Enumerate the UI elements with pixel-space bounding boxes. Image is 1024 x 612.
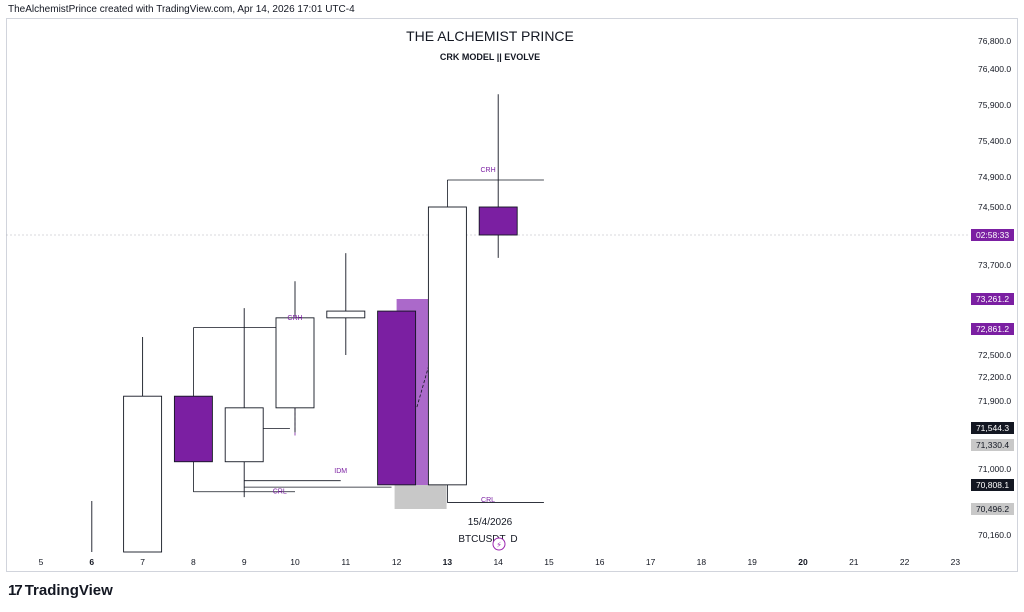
x-tick-label: 10 (290, 557, 300, 567)
price-badge-label: 70,808.1 (976, 480, 1009, 490)
price-labels: 02:58:33 73,261.2 72,861.2 71,544.3 71,330.4… (971, 229, 1014, 515)
candle-body[interactable] (123, 395, 163, 553)
x-tick-label: 21 (849, 557, 859, 567)
y-tick-label: 72,200.0 (978, 372, 1011, 382)
annotation-label: CRL (273, 488, 287, 495)
y-axis: 76,800.0 76,400.0 75,900.0 75,400.0 74,900.0… (978, 36, 1011, 540)
x-tick-label: 18 (697, 557, 707, 567)
price-badge (971, 293, 1014, 305)
price-badge (971, 503, 1014, 515)
chart-subtitle: CRK MODEL || EVOLVE (440, 52, 540, 62)
x-tick-label: 8 (191, 557, 196, 567)
chart-title: THE ALCHEMIST PRINCE (406, 28, 574, 44)
annotation-label: CRH (287, 315, 302, 322)
annotation-label: CRL (481, 497, 495, 504)
x-tick-label: 9 (242, 557, 247, 567)
candle-body[interactable] (326, 310, 366, 319)
chart-frame (6, 18, 1018, 572)
y-tick-label: 70,160.0 (978, 530, 1011, 540)
y-tick-label: 74,900.0 (978, 172, 1011, 182)
price-badge-label: 71,330.4 (976, 440, 1009, 450)
x-tick-label: 14 (493, 557, 503, 567)
discount-zone (394, 485, 447, 509)
y-tick-label: 73,700.0 (978, 260, 1011, 270)
y-tick-label: 75,900.0 (978, 100, 1011, 110)
x-tick-label: 6 (89, 557, 94, 567)
y-tick-label: 71,900.0 (978, 396, 1011, 406)
lightning-icon[interactable] (492, 537, 506, 551)
x-tick-label: 15 (544, 557, 554, 567)
chart-credit: TheAlchemistPrince created with TradingV… (8, 4, 355, 15)
x-tick-label: 11 (341, 557, 350, 567)
price-badge-label: 73,261.2 (976, 294, 1009, 304)
candle-body[interactable] (478, 206, 518, 236)
tradingview-logo-icon: 17 (8, 582, 23, 599)
candle-body[interactable] (173, 395, 213, 463)
x-tick-label: 7 (140, 557, 145, 567)
date-label: 15/4/2026 (468, 517, 513, 528)
candle-body[interactable] (427, 206, 467, 486)
x-tick-label: 20 (798, 557, 808, 567)
annotations: CRH IDM CRL CRH CRL (273, 167, 496, 504)
y-tick-label: 72,500.0 (978, 350, 1011, 360)
price-badge (971, 229, 1014, 241)
x-tick-label: 13 (443, 557, 453, 567)
x-tick-label: 16 (595, 557, 605, 567)
x-tick-label: 19 (747, 557, 757, 567)
y-tick-label: 75,400.0 (978, 136, 1011, 146)
price-badge (971, 439, 1014, 451)
y-tick-label: 74,500.0 (978, 202, 1011, 212)
price-badge (971, 479, 1014, 491)
price-badge-label: 02:58:33 (976, 230, 1009, 240)
price-badge-label: 70,496.2 (976, 504, 1009, 514)
annotation-label: CRH (480, 167, 495, 174)
price-badge-label: 71,544.3 (976, 423, 1009, 433)
price-badge (971, 323, 1014, 335)
price-badge-label: 72,861.2 (976, 324, 1009, 334)
x-tick-label: 22 (900, 557, 910, 567)
x-tick-label: 23 (951, 557, 961, 567)
y-tick-label: 76,400.0 (978, 64, 1011, 74)
y-tick-label: 71,000.0 (978, 464, 1011, 474)
x-tick-label: 17 (646, 557, 656, 567)
tradingview-logo-text: TradingView (24, 582, 113, 599)
candle-body[interactable] (377, 310, 417, 486)
y-tick-label: 76,800.0 (978, 36, 1011, 46)
candles (91, 94, 518, 553)
candle-body[interactable] (275, 317, 315, 409)
annotation-label: IDM (334, 468, 347, 475)
symbol-label: BTCUSDT (458, 534, 505, 545)
x-axis: 5 6 7 8 9 10 11 12 13 14 15 16 17 18 19 20 21 22 23 (39, 557, 961, 567)
tradingview-logo[interactable]: 17 TradingView (8, 582, 113, 599)
candle-body[interactable] (224, 407, 264, 463)
x-tick-label: 12 (392, 557, 402, 567)
price-badge (971, 422, 1014, 434)
lightning-glyph: ⚡ (496, 541, 502, 550)
x-tick-label: 5 (39, 557, 44, 567)
symbol-suffix: D (510, 534, 517, 545)
